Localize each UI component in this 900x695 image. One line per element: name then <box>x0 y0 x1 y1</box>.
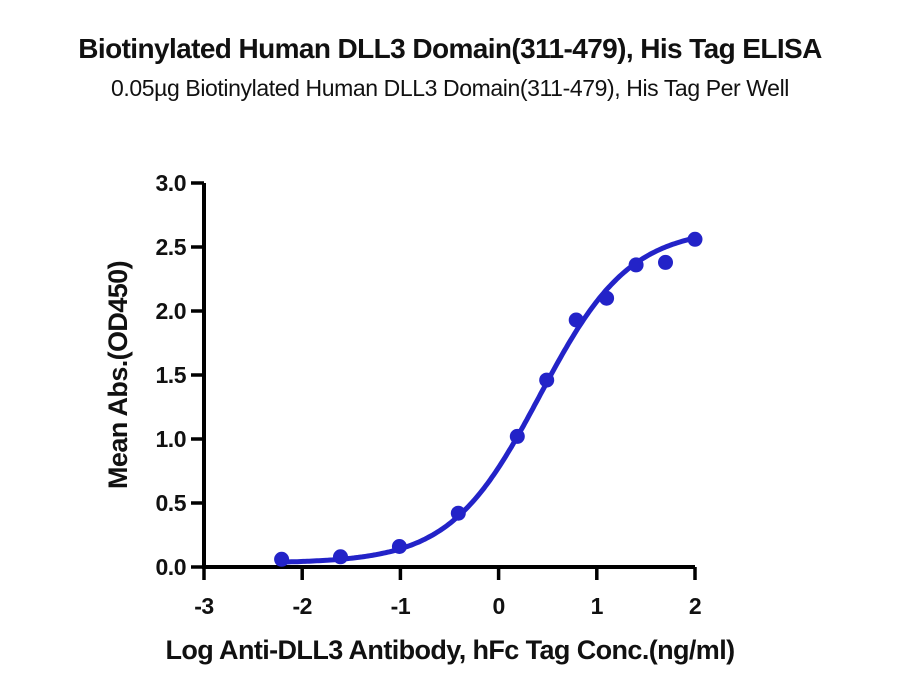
y-tick-label: 2.5 <box>156 234 187 260</box>
dose-response-curve <box>279 235 697 565</box>
y-tick-label: 2.0 <box>156 298 186 324</box>
data-point <box>450 505 466 521</box>
chart-subtitle: 0.05µg Biotinylated Human DLL3 Domain(31… <box>110 75 789 101</box>
x-tick-label: 0 <box>492 593 504 619</box>
x-tick-label: -2 <box>292 593 311 619</box>
y-tick-label: 1.5 <box>156 362 187 388</box>
data-point <box>539 372 555 388</box>
x-axis-ticks: -3 -2 -1 0 1 2 <box>194 567 702 619</box>
axes-frame <box>202 183 695 569</box>
y-tick-label: 3.0 <box>156 170 186 196</box>
data-point <box>274 551 290 567</box>
x-tick-label: -1 <box>391 593 411 619</box>
data-point <box>568 312 584 328</box>
y-axis-title: Mean Abs.(OD450) <box>103 261 133 489</box>
chart-title: Biotinylated Human DLL3 Domain(311-479),… <box>78 33 822 64</box>
y-tick-label: 0.0 <box>156 554 186 580</box>
data-point <box>687 231 703 247</box>
data-point <box>509 428 525 444</box>
y-tick-label: 1.0 <box>156 426 186 452</box>
data-point <box>391 539 407 554</box>
data-point <box>333 549 348 565</box>
data-point <box>599 290 615 306</box>
x-tick-label: 2 <box>689 593 701 619</box>
data-points <box>274 231 703 567</box>
data-point <box>658 254 673 270</box>
x-tick-label: -3 <box>194 593 213 619</box>
y-tick-label: 0.5 <box>156 490 187 516</box>
y-axis-ticks: 0.0 0.5 1.0 1.5 2.0 2.5 3.0 <box>156 170 204 580</box>
data-point <box>628 257 644 273</box>
x-axis-title: Log Anti-DLL3 Antibody, hFc Tag Conc.(ng… <box>165 635 734 665</box>
x-tick-label: 1 <box>591 593 604 619</box>
